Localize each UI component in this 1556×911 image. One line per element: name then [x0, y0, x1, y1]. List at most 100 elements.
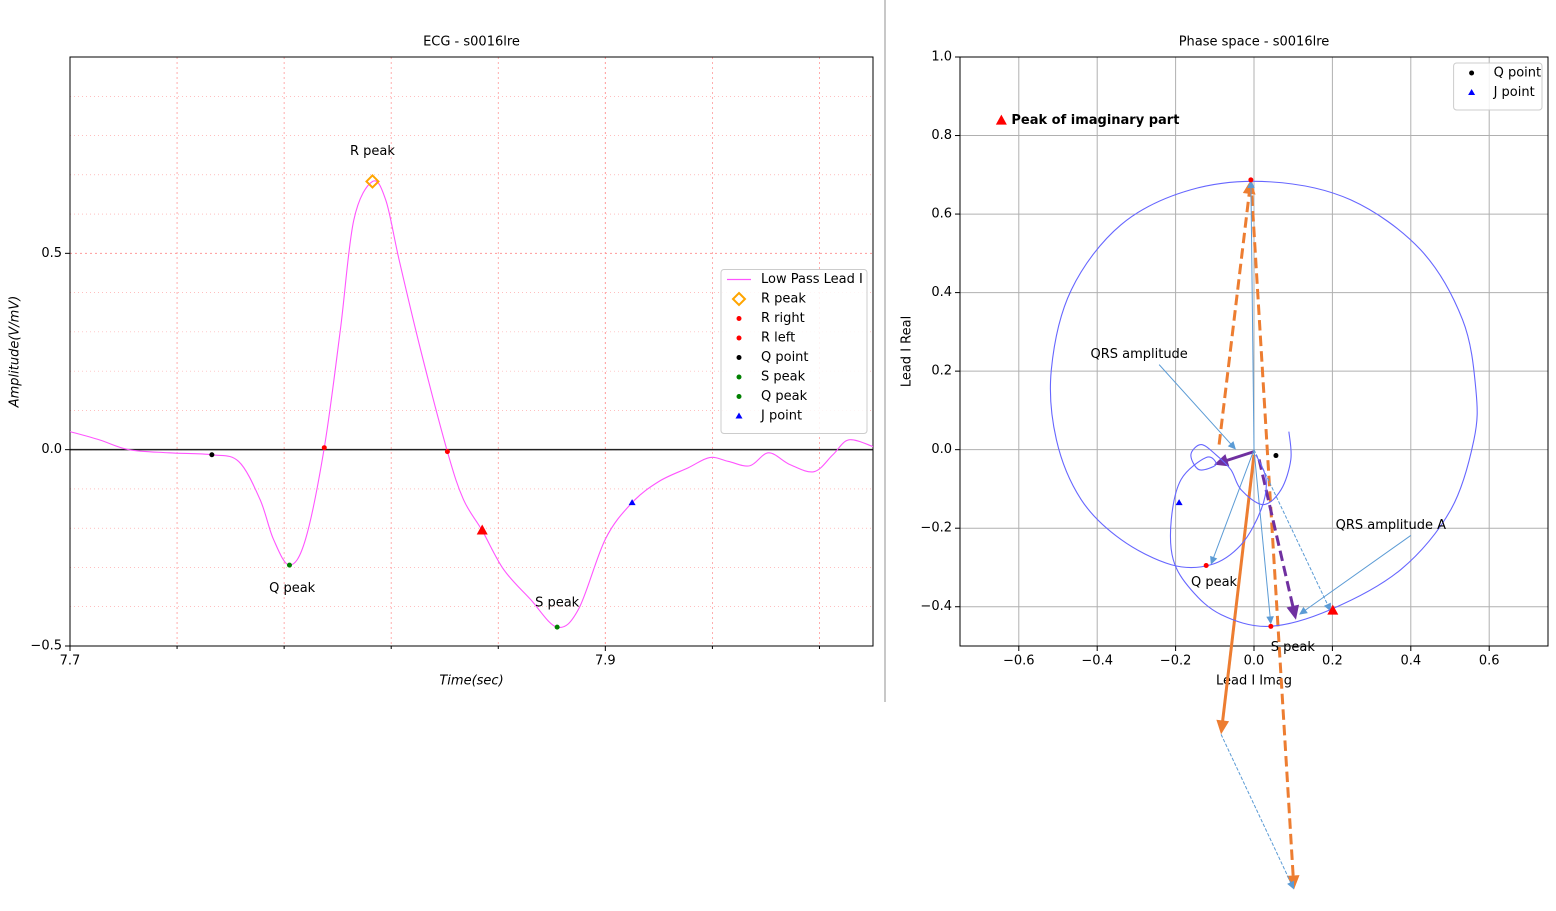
marker [1273, 453, 1279, 459]
arrow-head [1216, 719, 1230, 735]
x-tick-label: −0.4 [1081, 654, 1113, 669]
legend-label: R peak [761, 292, 806, 307]
marker [1248, 177, 1254, 183]
annotation: QRS amplitude [1090, 347, 1187, 362]
y-tick-label: −0.5 [30, 639, 62, 654]
annotation: S peak [535, 596, 580, 611]
arrow-head [1287, 880, 1295, 890]
marker [736, 335, 742, 341]
marker [736, 394, 742, 399]
y-tick-label: 1.0 [931, 50, 952, 65]
legend-label: R left [761, 331, 795, 346]
x-tick-label: 0.2 [1322, 654, 1343, 669]
annotation: Q peak [1191, 575, 1238, 590]
legend-label: Q point [761, 350, 809, 365]
marker [1327, 604, 1339, 615]
arrow [1220, 454, 1256, 724]
marker [554, 624, 560, 630]
arrow-head [1299, 606, 1308, 615]
legend: Low Pass Lead I R peak R right R left Q poin… [720, 269, 868, 434]
arrow [1253, 449, 1271, 619]
marker [735, 412, 743, 419]
legend-box [720, 269, 868, 434]
annotation: Q peak [269, 581, 316, 596]
marker [736, 374, 742, 380]
arrow [1250, 186, 1255, 450]
arrow [1253, 449, 1329, 606]
annotation: Peak of imaginary part [1011, 113, 1179, 128]
arrow-head [1210, 555, 1218, 565]
y-tick-label: 0.5 [41, 246, 62, 261]
marker [209, 452, 215, 458]
x-tick-label: 7.9 [595, 654, 616, 669]
x-tick-label: 0.0 [1244, 654, 1265, 669]
arrow-head [1266, 616, 1274, 625]
legend-label: Q point [1494, 66, 1542, 81]
data-line [69, 180, 874, 628]
marker [444, 449, 450, 455]
y-tick-label: −0.4 [920, 599, 952, 614]
legend-label: J point [1493, 85, 1535, 100]
legend-label: J point [760, 409, 802, 424]
x-tick-label: −0.6 [1003, 654, 1035, 669]
marker [995, 114, 1007, 125]
arrow [1220, 734, 1292, 884]
legend-label: Q peak [761, 389, 808, 404]
legend-label: R right [761, 311, 805, 326]
arrow-head [1227, 441, 1236, 450]
y-tick-label: 0.2 [931, 364, 952, 379]
marker [1175, 499, 1183, 506]
marker [736, 316, 742, 321]
y-tick-label: 0.0 [931, 442, 952, 457]
marker [286, 562, 292, 568]
arrow-head [1286, 604, 1300, 620]
legend: Q point J point [1453, 62, 1543, 111]
annotation: S peak [1271, 640, 1316, 655]
chart-title: ECG - s0016lre [423, 35, 520, 50]
y-tick-label: 0.8 [931, 128, 952, 143]
chart: Phase space - s0016lre Lead I Imag Lead I … [900, 35, 1549, 890]
arrow-head [1323, 602, 1331, 612]
y-tick-label: 0.4 [931, 285, 952, 300]
marker [628, 499, 636, 506]
x-axis-label: Time(sec) [439, 674, 503, 689]
arrow [1224, 450, 1255, 463]
arrow [1249, 179, 1295, 879]
arrow [1158, 364, 1233, 446]
marker [1203, 563, 1209, 569]
data-line [1049, 180, 1478, 627]
marker [731, 291, 747, 307]
arrow [1217, 190, 1252, 445]
annotation: QRS amplitude A [1336, 518, 1446, 533]
chart: ECG - s0016lre Time(sec) Amplitude(V/mV) 7.… [8, 35, 874, 689]
marker [736, 355, 742, 360]
plot-frame [69, 56, 874, 647]
legend-label: S peak [761, 370, 806, 385]
x-axis-label: Lead I Imag [1216, 674, 1292, 689]
y-tick-label: 0.6 [931, 207, 952, 222]
marker [365, 174, 380, 189]
y-axis-label: Lead I Real [900, 316, 915, 387]
plot-frame [959, 56, 1549, 647]
chart-title: Phase space - s0016lre [1179, 35, 1330, 50]
y-tick-label: 0.0 [41, 442, 62, 457]
x-tick-label: 7.7 [60, 654, 81, 669]
marker [321, 445, 327, 451]
legend-box [1453, 62, 1543, 111]
y-axis-label: Amplitude(V/mV) [8, 296, 23, 409]
marker [476, 524, 488, 535]
x-tick-label: −0.2 [1160, 654, 1192, 669]
y-tick-label: −0.2 [920, 521, 952, 536]
marker [1268, 623, 1274, 629]
arrow [1212, 449, 1255, 559]
marker [1469, 70, 1475, 76]
marker [1468, 89, 1476, 95]
annotation: R peak [350, 144, 395, 159]
arrow-head [1247, 179, 1255, 188]
legend-label: Low Pass Lead I [761, 272, 863, 287]
arrow [1257, 459, 1295, 610]
x-tick-label: 0.6 [1479, 654, 1500, 669]
x-tick-label: 0.4 [1400, 654, 1421, 669]
